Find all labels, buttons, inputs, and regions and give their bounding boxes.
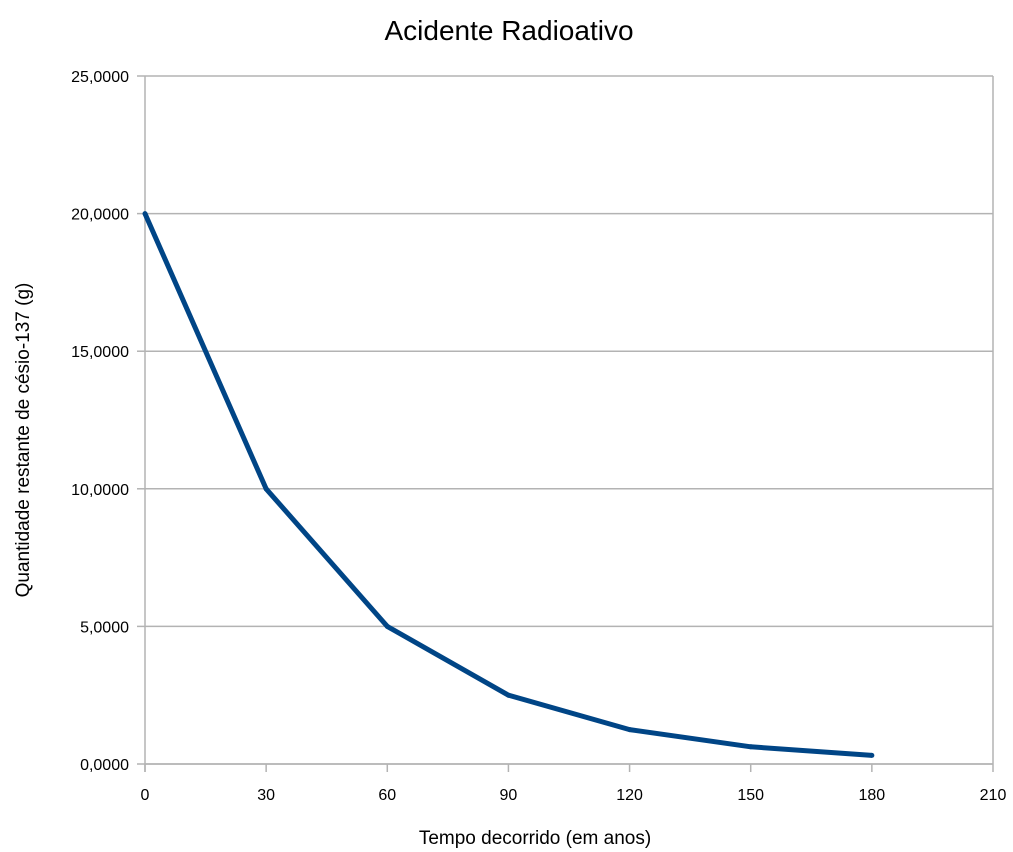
y-tick-label: 10,0000 [71,482,129,499]
x-tick-label: 210 [980,787,1007,804]
y-tick-label: 15,0000 [71,344,129,361]
y-tick-label: 20,0000 [71,207,129,224]
x-tick-label: 120 [616,787,643,804]
series-layer [142,211,875,758]
data-point [748,744,754,750]
x-tick-label: 60 [378,787,396,804]
data-point [384,623,390,629]
tick-labels: 0,0000 5,0000 10,0000 15,0000 20,0000 25,0000… [71,69,1006,804]
series-line [142,212,873,758]
y-axis-label: Quantidade restante de césio-137 (g) [13,283,34,598]
x-tick-label: 0 [141,787,150,804]
grid [145,75,994,765]
y-tick-label: 5,0000 [80,619,129,636]
x-tick-label: 150 [737,787,764,804]
axes [137,75,994,772]
data-point [505,692,511,698]
y-tick-label: 25,0000 [71,69,129,86]
x-tick-label: 180 [859,787,886,804]
x-axis-label: Tempo decorrido (em anos) [419,828,651,849]
data-point [142,211,148,217]
chart-title: Acidente Radioativo [384,15,633,46]
data-point [627,727,633,733]
data-point [869,752,875,758]
x-tick-label: 30 [257,787,275,804]
y-tick-label: 0,0000 [80,757,129,774]
x-tick-label: 90 [500,787,518,804]
data-point [263,486,269,492]
